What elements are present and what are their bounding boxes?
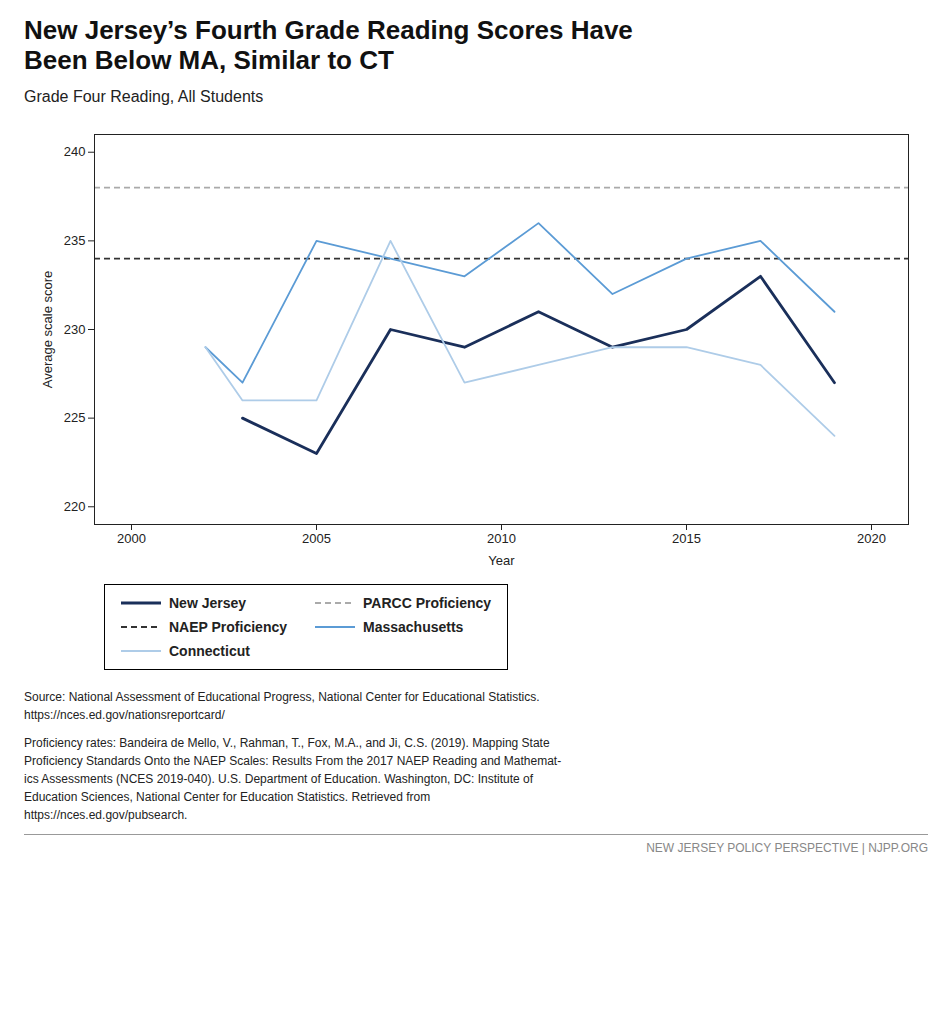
svg-text:230: 230	[64, 321, 86, 336]
svg-text:2000: 2000	[117, 531, 146, 546]
html-text:PARCC Proficiency: PARCC Proficiency	[363, 594, 492, 611]
html-text:New Jersey: New Jersey	[169, 594, 247, 611]
svg-text:2005: 2005	[302, 531, 331, 546]
svg-text:Average scale score: Average scale score	[40, 271, 55, 389]
svg-text:2010: 2010	[487, 531, 516, 546]
html-text:Proficiency rates: Bandeira de: Proficiency rates: Bandeira de Mello, V.…	[24, 735, 562, 822]
svg-text:235: 235	[64, 233, 86, 248]
html-text:Source: National Assessment of: Source: National Assessment of Education…	[24, 689, 540, 722]
svg-text:220: 220	[64, 499, 86, 514]
svg-text:225: 225	[64, 410, 86, 425]
html-text:NEW JERSEY POLICY PERSPECTIVE: NEW JERSEY POLICY PERSPECTIVE | NJPP.ORG	[646, 840, 928, 855]
html-text:Grade Four Reading, All Studen: Grade Four Reading, All Students	[24, 87, 264, 105]
svg-text:240: 240	[64, 144, 86, 159]
html-text:Connecticut: Connecticut	[169, 642, 250, 659]
html-text:NAEP Proficiency: NAEP Proficiency	[169, 618, 287, 635]
html-text:Massachusetts: Massachusetts	[363, 618, 464, 635]
svg-text:2015: 2015	[672, 531, 701, 546]
svg-text:2020: 2020	[857, 531, 886, 546]
html-text:New Jersey’s Fourth Grade Read: New Jersey’s Fourth Grade Reading Scores…	[24, 15, 633, 75]
svg-text:Year: Year	[488, 552, 515, 567]
